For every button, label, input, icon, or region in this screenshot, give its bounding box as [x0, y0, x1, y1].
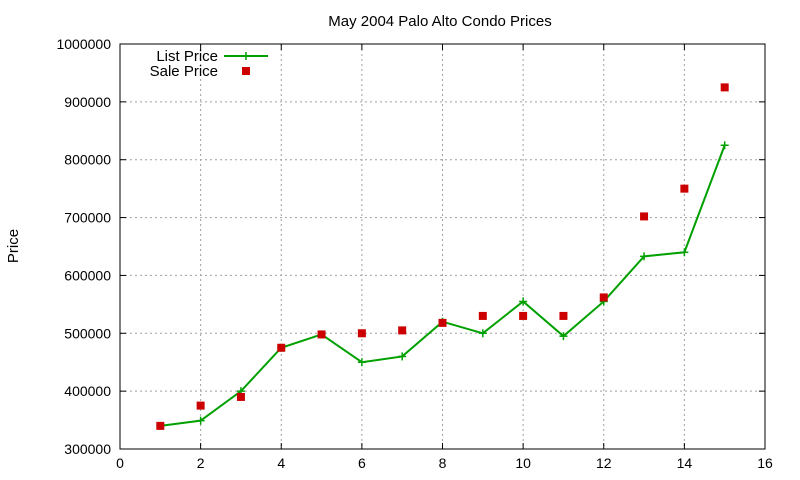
- legend-label-list-price: List Price: [156, 48, 218, 65]
- sale-price-point: [357, 329, 366, 338]
- sale-price-point: [398, 326, 407, 335]
- y-tick-label: 1000000: [56, 36, 111, 52]
- list-price-point: [680, 248, 689, 257]
- x-tick-label: 4: [277, 455, 285, 471]
- y-tick-label: 300000: [64, 441, 111, 457]
- list-price-point: [720, 141, 729, 150]
- legend-label-sale-price: Sale Price: [150, 63, 218, 80]
- sale-price-point: [277, 343, 286, 352]
- y-tick-label: 900000: [64, 94, 111, 110]
- list-price-point: [357, 358, 366, 367]
- sale-price-point: [317, 330, 326, 339]
- legend-swatch-sale-price: [242, 67, 250, 75]
- x-tick-label: 8: [439, 455, 447, 471]
- y-tick-label: 700000: [64, 210, 111, 226]
- grid-layer: [120, 44, 765, 449]
- y-tick-label: 500000: [64, 325, 111, 341]
- list-price-point: [559, 332, 568, 341]
- sale-price-point: [519, 311, 528, 320]
- y-tick-label: 600000: [64, 267, 111, 283]
- sale-price-point: [720, 83, 729, 92]
- x-tick-label: 0: [116, 455, 124, 471]
- x-tick-label: 2: [197, 455, 205, 471]
- list-price-point: [519, 297, 528, 306]
- list-price-point: [640, 252, 649, 261]
- list-price-point: [478, 329, 487, 338]
- y-tick-label: 800000: [64, 152, 111, 168]
- x-tick-label: 14: [677, 455, 693, 471]
- legend: List Price Sale Price: [150, 48, 268, 80]
- y-tick-label: 400000: [64, 383, 111, 399]
- series-layer: [156, 83, 729, 430]
- sale-price-point: [559, 311, 568, 320]
- chart-title: May 2004 Palo Alto Condo Prices: [328, 13, 551, 30]
- sale-price-point: [156, 421, 165, 430]
- sale-price-point: [599, 293, 608, 302]
- x-tick-label: 6: [358, 455, 366, 471]
- sale-price-point: [236, 392, 245, 401]
- legend-swatches: [224, 52, 268, 75]
- list-price-point: [196, 416, 205, 425]
- axis-layer: 0 2 4 6 8 10 12 14 16 300000 400000 500000 600000 700…: [56, 36, 773, 471]
- x-tick-label: 16: [757, 455, 773, 471]
- sale-price-point: [680, 184, 689, 193]
- sale-price-point: [196, 401, 205, 410]
- legend-marker-list-price: [242, 52, 250, 60]
- sale-price-point: [478, 311, 487, 320]
- x-tick-label: 10: [515, 455, 531, 471]
- x-tick-label: 12: [596, 455, 612, 471]
- sale-price-point: [640, 212, 649, 221]
- sale-price-point: [438, 318, 447, 327]
- y-axis-label: Price: [5, 229, 22, 263]
- list-price-point: [398, 352, 407, 361]
